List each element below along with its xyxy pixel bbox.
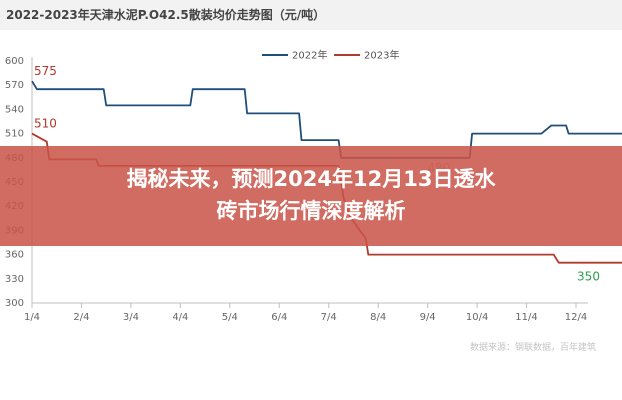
headline-line-1: 揭秘未来，预测2024年12月13日透水 xyxy=(126,167,496,191)
watermark-text: 数据来源：钢联数据，百年建筑 xyxy=(470,341,596,353)
x-tick-label-11: 12/4 xyxy=(565,312,587,323)
x-tick-label-0: 1/4 xyxy=(24,312,40,323)
data-label-0: 575 xyxy=(34,64,57,78)
y-tick-label-0: 300 xyxy=(5,298,24,309)
x-tick-label-9: 10/4 xyxy=(466,312,488,323)
data-label-1: 510 xyxy=(34,117,57,131)
x-tick-label-4: 5/4 xyxy=(222,312,238,323)
headline-line-2: 砖市场行情深度解析 xyxy=(216,199,406,223)
y-tick-label-1: 330 xyxy=(5,274,24,285)
x-tick-label-5: 6/4 xyxy=(271,312,287,323)
x-tick-label-3: 4/4 xyxy=(172,312,188,323)
headline-banner xyxy=(0,146,622,246)
x-tick-label-1: 2/4 xyxy=(73,312,89,323)
y-tick-label-10: 600 xyxy=(5,56,24,67)
x-tick-label-2: 3/4 xyxy=(123,312,139,323)
y-tick-label-9: 570 xyxy=(5,80,24,91)
x-tick-label-6: 7/4 xyxy=(321,312,337,323)
series-line-0 xyxy=(31,80,622,159)
x-tick-label-10: 11/4 xyxy=(515,312,537,323)
data-label-3: 350 xyxy=(577,270,600,284)
legend-label-0: 2022年 xyxy=(292,49,327,62)
x-tick-label-8: 9/4 xyxy=(420,312,436,323)
y-tick-label-7: 510 xyxy=(5,129,24,140)
headline: 揭秘未来，预测2024年12月13日透水 砖市场行情深度解析 xyxy=(0,163,622,227)
chart-title: 2022-2023年天津水泥P.O42.5散装均价走势图（元/吨） xyxy=(6,8,326,22)
chart-title-bar: 2022-2023年天津水泥P.O42.5散装均价走势图（元/吨） xyxy=(0,0,622,30)
y-tick-label-8: 540 xyxy=(5,104,24,115)
y-tick-label-2: 360 xyxy=(5,250,24,261)
legend-label-1: 2023年 xyxy=(364,49,399,62)
x-tick-label-7: 8/4 xyxy=(370,312,386,323)
